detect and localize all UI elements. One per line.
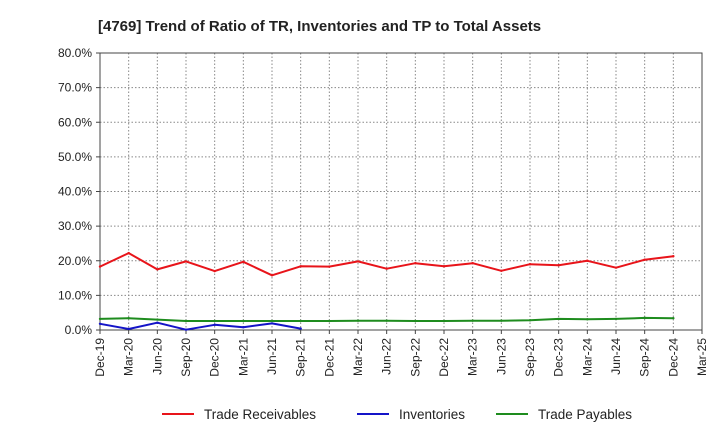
x-tick-label: Sep-22 xyxy=(408,338,422,377)
data-point-trade-receivables xyxy=(500,269,503,272)
x-tick-label: Sep-21 xyxy=(294,338,308,377)
data-point-trade-receivables xyxy=(414,261,417,265)
y-tick-label: 80.0% xyxy=(58,46,92,60)
data-point-trade-payables xyxy=(557,317,560,321)
data-point-inventories xyxy=(184,328,188,331)
data-point-trade-payables xyxy=(643,316,646,320)
data-point-trade-payables xyxy=(127,317,130,320)
data-point-trade-payables xyxy=(528,319,532,322)
data-point-trade-payables xyxy=(672,317,675,320)
data-point-trade-payables xyxy=(500,319,503,322)
data-point-trade-payables xyxy=(442,319,446,323)
data-point-trade-payables xyxy=(299,319,302,323)
series-group xyxy=(98,251,675,331)
y-tick-label: 50.0% xyxy=(58,150,92,164)
data-point-trade-receivables xyxy=(328,265,331,268)
y-axis: 0.0% 10.0% 20.0% 30.0% 40.0% 50.0% 60.0% 70.0% 8… xyxy=(58,46,100,337)
y-tick-label: 70.0% xyxy=(58,81,92,95)
y-tick-label: 10.0% xyxy=(58,288,92,302)
data-point-trade-payables xyxy=(213,319,216,323)
x-tick-label: Mar-22 xyxy=(351,338,365,376)
x-tick-label: Sep-20 xyxy=(179,338,193,377)
data-point-inventories xyxy=(270,322,274,325)
chart-title: [4769] Trend of Ratio of TR, Inventories… xyxy=(98,18,541,35)
x-tick-label: Mar-21 xyxy=(236,338,250,376)
x-tick-label: Jun-23 xyxy=(494,338,508,375)
data-point-trade-receivables xyxy=(528,263,532,266)
data-point-trade-receivables xyxy=(242,260,245,263)
x-tick-label: Mar-24 xyxy=(580,338,594,376)
data-point-inventories xyxy=(98,322,102,325)
legend: Trade Receivables Inventories Trade Payabl… xyxy=(162,407,632,422)
data-point-trade-receivables xyxy=(156,268,159,271)
data-point-trade-payables xyxy=(98,317,102,321)
data-point-trade-receivables xyxy=(672,255,675,258)
x-tick-label: Dec-23 xyxy=(552,338,566,377)
data-point-trade-receivables xyxy=(586,259,589,262)
series-line-inventories xyxy=(99,321,301,331)
data-point-trade-receivables xyxy=(557,264,560,267)
data-point-inventories xyxy=(127,327,130,331)
y-tick-label: 30.0% xyxy=(58,219,92,233)
grid xyxy=(100,53,702,330)
x-axis: Dec-19 Mar-20 Jun-20 Sep-20 Dec-20 Mar-21 Jun-… xyxy=(93,330,709,377)
data-point-trade-receivables xyxy=(471,261,474,265)
data-point-trade-receivables xyxy=(270,274,274,277)
x-tick-label: Dec-24 xyxy=(666,338,680,377)
data-point-trade-payables xyxy=(414,319,417,323)
y-tick-label: 20.0% xyxy=(58,254,92,268)
data-point-trade-receivables xyxy=(98,265,102,268)
data-point-trade-receivables xyxy=(385,267,388,270)
data-point-trade-receivables xyxy=(614,266,618,269)
data-point-trade-payables xyxy=(184,319,188,323)
data-point-trade-receivables xyxy=(643,258,646,261)
data-point-trade-payables xyxy=(385,319,388,322)
data-point-trade-receivables xyxy=(184,260,188,263)
data-point-trade-receivables xyxy=(213,269,216,273)
data-point-trade-payables xyxy=(471,319,474,322)
data-point-trade-payables xyxy=(270,319,274,323)
legend-label-inventories: Inventories xyxy=(399,407,465,422)
data-point-trade-payables xyxy=(586,318,589,321)
x-tick-label: Jun-22 xyxy=(380,338,394,375)
y-tick-label: 60.0% xyxy=(58,115,92,129)
y-tick-label: 40.0% xyxy=(58,185,92,199)
data-point-inventories xyxy=(213,323,216,327)
x-tick-label: Dec-22 xyxy=(437,338,451,377)
data-point-trade-payables xyxy=(242,319,245,323)
data-point-trade-payables xyxy=(356,319,360,322)
x-tick-label: Mar-23 xyxy=(466,338,480,376)
data-point-trade-payables xyxy=(328,319,331,323)
x-tick-label: Sep-23 xyxy=(523,338,537,377)
x-tick-label: Sep-24 xyxy=(638,338,652,377)
data-point-trade-receivables xyxy=(127,251,130,255)
data-point-inventories xyxy=(242,326,245,329)
y-tick-label: 0.0% xyxy=(65,323,93,337)
data-point-trade-payables xyxy=(156,318,159,321)
data-point-trade-receivables xyxy=(442,265,446,268)
data-point-trade-receivables xyxy=(299,265,302,268)
data-point-trade-payables xyxy=(614,317,618,321)
data-point-inventories xyxy=(156,321,159,324)
x-tick-label: Jun-21 xyxy=(265,338,279,375)
x-tick-label: Jun-24 xyxy=(609,338,623,375)
data-point-trade-receivables xyxy=(356,260,360,263)
x-tick-label: Dec-21 xyxy=(322,338,336,377)
x-tick-label: Jun-20 xyxy=(150,338,164,375)
x-tick-label: Mar-20 xyxy=(122,338,136,376)
data-point-inventories xyxy=(299,327,302,330)
legend-label-trade-payables: Trade Payables xyxy=(538,407,632,422)
x-tick-label: Dec-19 xyxy=(93,338,107,377)
legend-label-trade-receivables: Trade Receivables xyxy=(204,407,316,422)
x-tick-label: Mar-25 xyxy=(695,338,709,376)
x-tick-label: Dec-20 xyxy=(208,338,222,377)
